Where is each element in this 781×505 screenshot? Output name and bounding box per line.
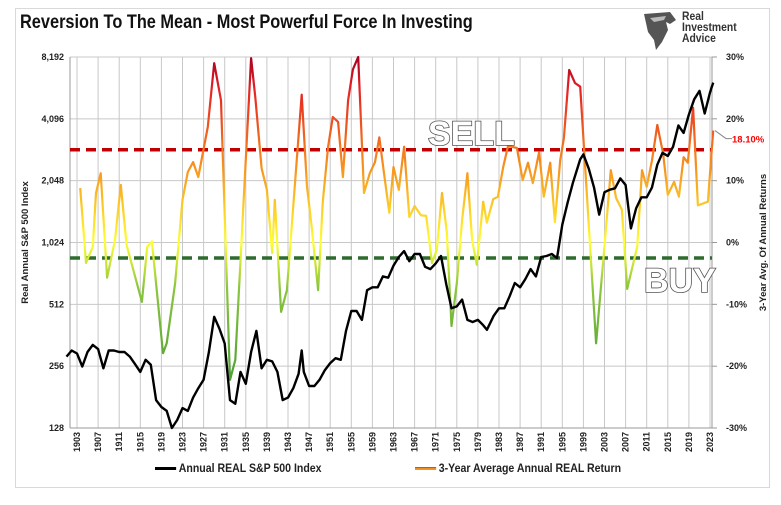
legend-label: Annual REAL S&P 500 Index	[178, 461, 322, 475]
x-tick-label: 1995	[557, 432, 567, 452]
x-tick-label: 1971	[431, 432, 441, 452]
legend-label: 3-Year Average Annual REAL Return	[438, 461, 622, 475]
logo-text-1: Real	[682, 11, 704, 23]
x-tick-label: 1931	[220, 432, 230, 452]
x-tick-label: 1979	[473, 432, 483, 452]
y-left-tick-label: 8,192	[41, 52, 64, 62]
x-tick-label: 1903	[72, 432, 82, 452]
x-tick-label: 1943	[283, 432, 293, 452]
x-tick-label: 1975	[452, 432, 462, 452]
x-tick-label: 1991	[536, 432, 546, 452]
y-right-tick-label: -10%	[726, 299, 747, 309]
chart-frame	[15, 8, 770, 488]
x-tick-label: 1915	[135, 432, 145, 452]
legend-item-index: Annual REAL S&P 500 Index	[155, 461, 322, 475]
legend-swatch-gradient	[415, 467, 437, 471]
x-tick-label: 1923	[178, 432, 188, 452]
x-tick-label: 1947	[304, 432, 314, 452]
y-right-tick-label: 20%	[726, 114, 744, 124]
x-tick-label: 1951	[325, 432, 335, 452]
chart-title: Reversion To The Mean - Most Powerful Fo…	[20, 12, 473, 33]
series-line-3yr-return	[79, 55, 715, 381]
y-left-tick-label: 256	[49, 361, 64, 371]
y-left-tick-label: 512	[49, 299, 64, 309]
sell-label: SELL	[428, 115, 515, 153]
y-right-tick-label: 10%	[726, 176, 744, 186]
x-tick-label: 1987	[515, 432, 525, 452]
x-tick-label: 1955	[346, 432, 356, 452]
x-tick-label: 1983	[494, 432, 504, 452]
annotation-leader-line	[714, 130, 732, 140]
y-right-tick-label: -20%	[726, 361, 747, 371]
series-line-sp500-index	[65, 82, 715, 430]
y-right-tick-label: 30%	[726, 52, 744, 62]
legend-item-return: 3-Year Average Annual REAL Return	[415, 461, 621, 475]
logo-text-2: Investment	[682, 22, 737, 34]
x-tick-label: 1911	[114, 432, 124, 452]
last-value-label: 18.10%	[732, 135, 765, 146]
y-left-tick-label: 2,048	[41, 176, 64, 186]
x-tick-label: 1907	[93, 432, 103, 452]
x-tick-label: 2019	[684, 432, 694, 452]
y-left-tick-label: 1,024	[41, 238, 64, 248]
x-tick-label: 1967	[410, 432, 420, 452]
y-left-tick-label: 4,096	[41, 114, 64, 124]
x-tick-label: 1935	[241, 432, 251, 452]
y-left-axis-title: Real Annual S&P 500 Index	[20, 181, 31, 304]
y-right-tick-label: 0%	[726, 238, 739, 248]
x-tick-label: 1939	[262, 432, 272, 452]
logo: Real Investment Advice	[640, 10, 760, 50]
x-tick-label: 1999	[578, 432, 588, 452]
x-tick-label: 1959	[367, 432, 377, 452]
eagle-head-icon	[644, 12, 676, 50]
x-tick-label: 1927	[199, 432, 209, 452]
y-right-axis-title: 3-Year Avg. Of Annual Returns	[758, 174, 769, 311]
x-tick-label: 2023	[705, 432, 715, 452]
logo-text-3: Advice	[682, 33, 716, 45]
x-tick-label: 2015	[663, 432, 673, 452]
x-tick-label: 2007	[621, 432, 631, 452]
x-tick-label: 2011	[642, 432, 652, 452]
buy-label: BUY	[644, 262, 716, 300]
y-left-tick-label: 128	[49, 423, 64, 433]
y-right-tick-label: -30%	[726, 423, 747, 433]
x-tick-label: 1963	[389, 432, 399, 452]
x-tick-label: 2003	[600, 432, 610, 452]
legend-swatch-black	[155, 467, 177, 471]
x-tick-label: 1919	[156, 432, 166, 452]
